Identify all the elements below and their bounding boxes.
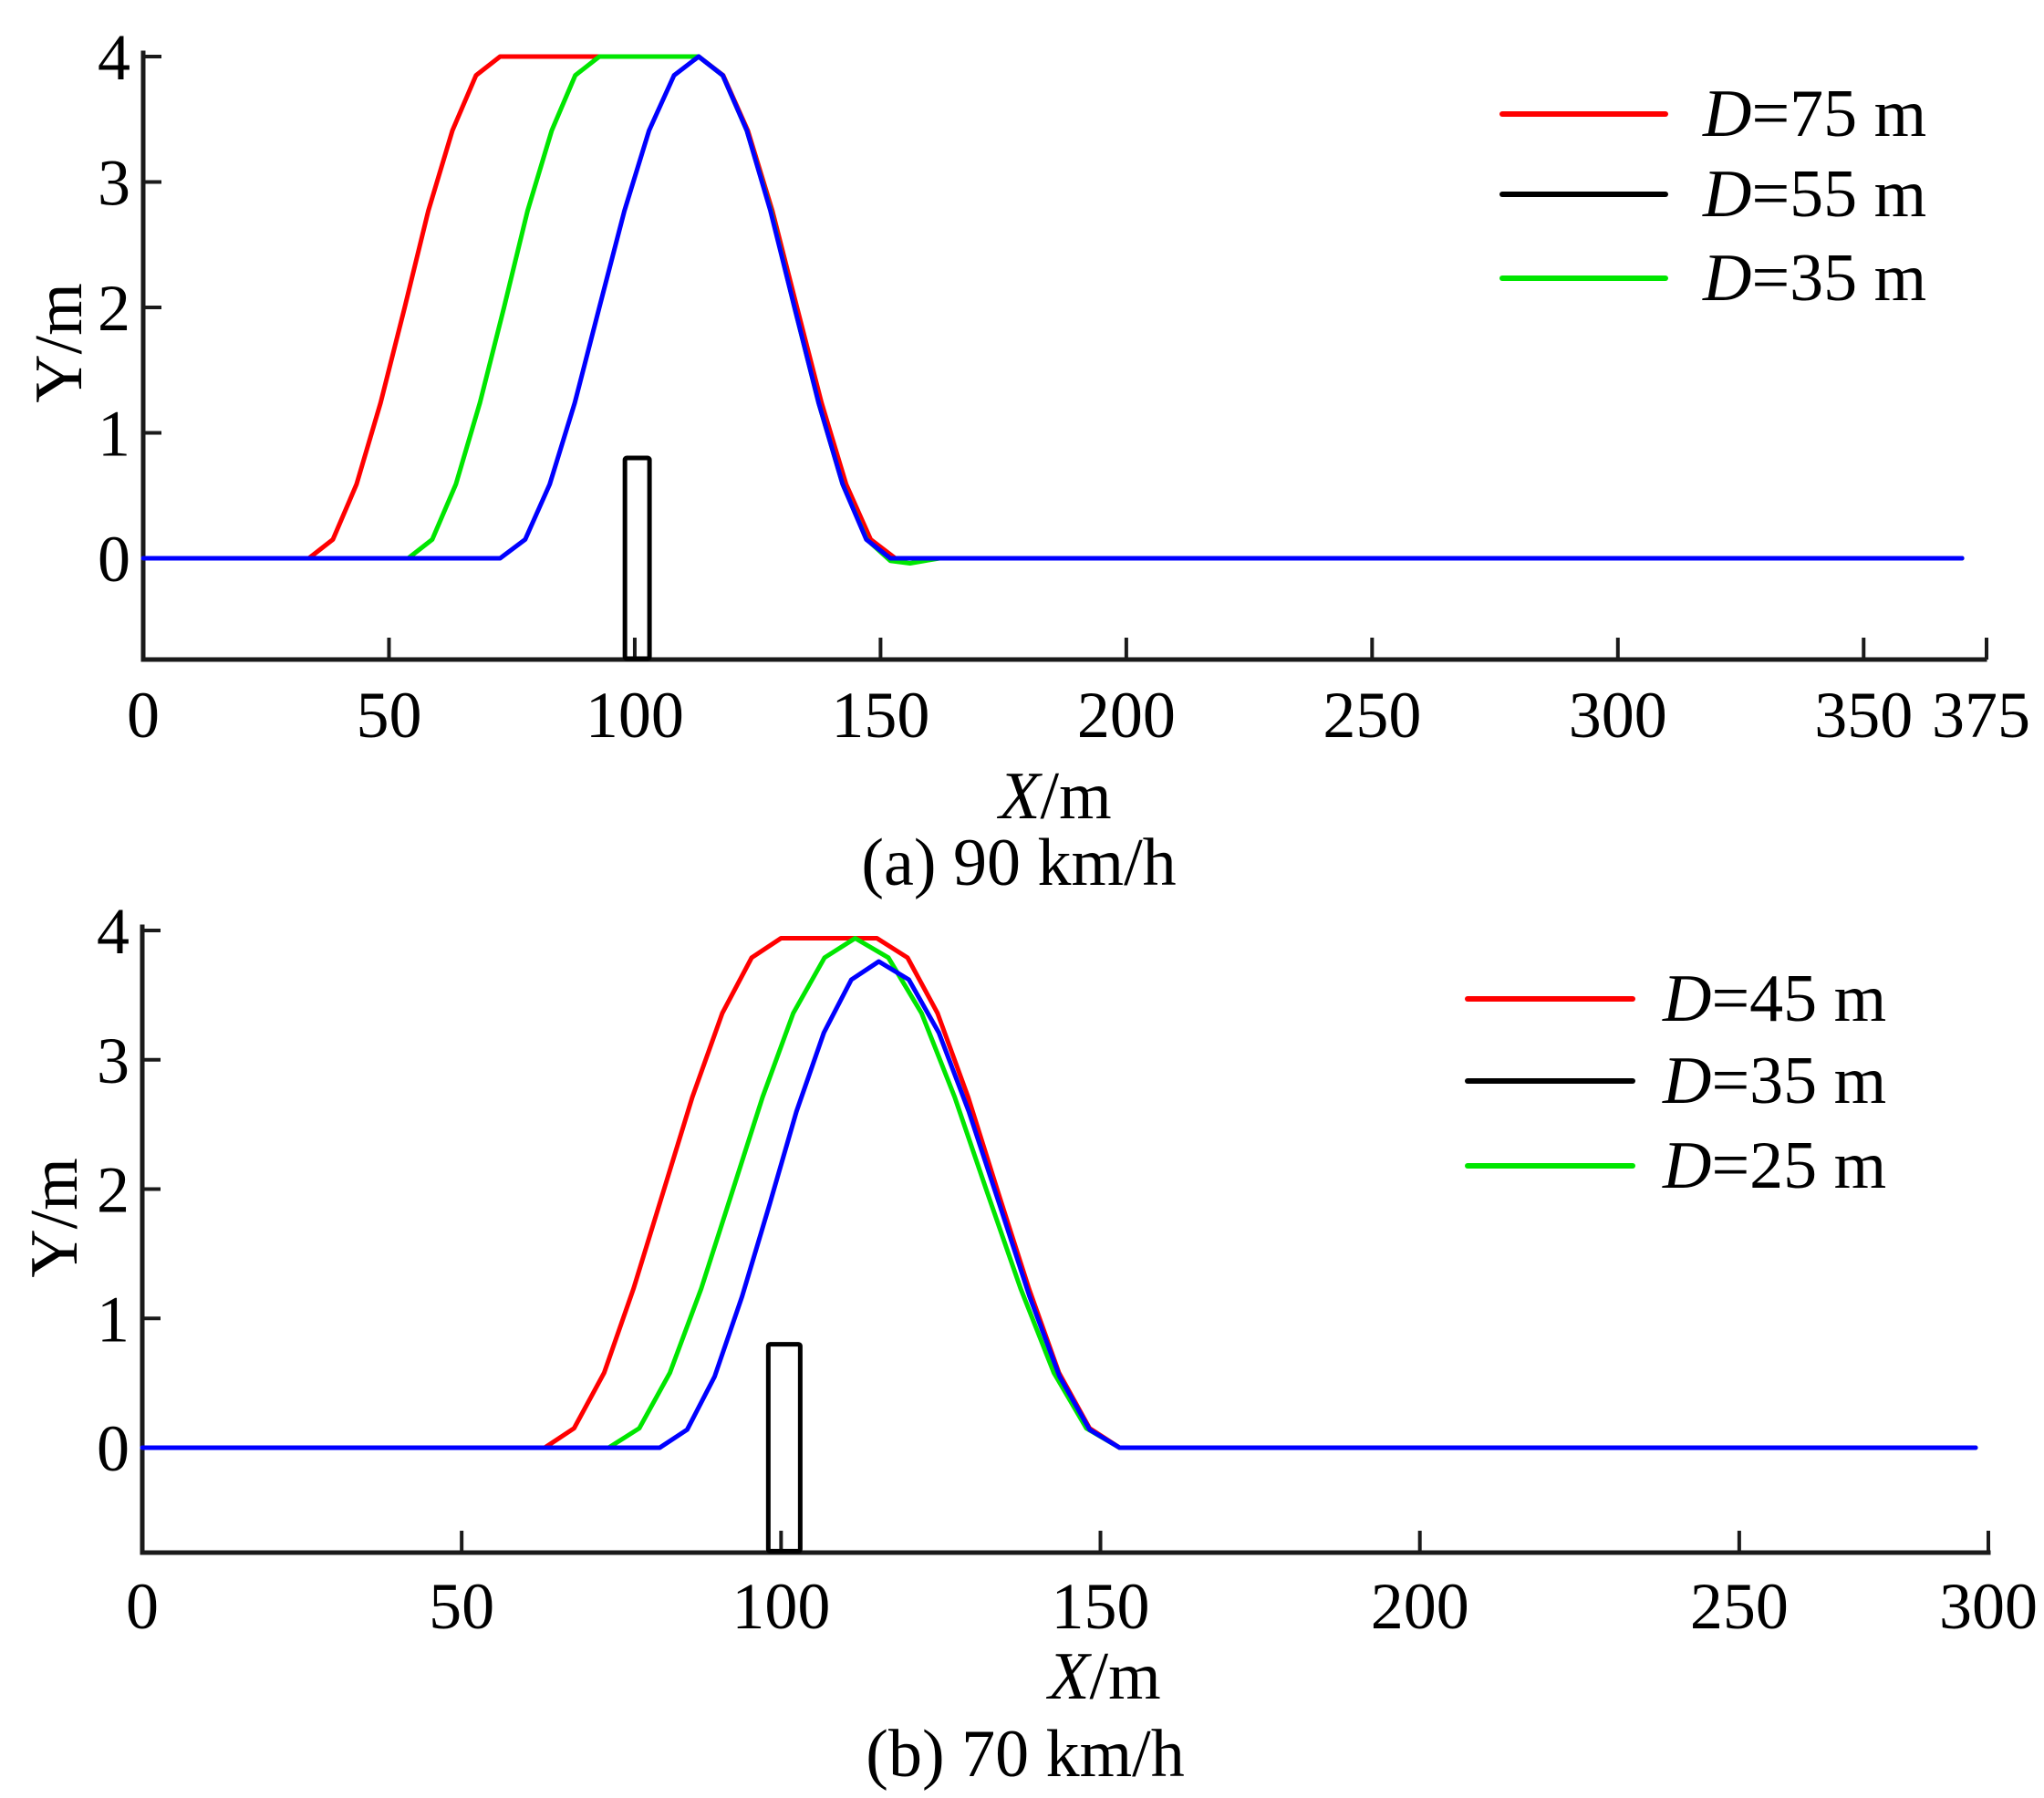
legend-value: =35 m (1751, 241, 1926, 316)
legend-value: =75 m (1751, 77, 1926, 151)
y-axis-title: Y/m (22, 283, 97, 403)
x-axis-title-unit: /m (1041, 759, 1112, 834)
legend-variable: D (1662, 961, 1711, 1036)
x-tick-label: 200 (1077, 679, 1176, 752)
panel-caption: (a) 90 km/h (861, 826, 1176, 900)
legend-item: D=45 m (1465, 961, 1886, 1036)
x-tick-label: 100 (731, 1570, 830, 1643)
x-tick-label: 200 (1371, 1570, 1469, 1643)
x-axis-title: X/m (996, 759, 1111, 834)
legend-item: D=55 m (1499, 157, 1926, 232)
legend-value: =35 m (1711, 1044, 1886, 1118)
series-line-blue (140, 54, 1965, 561)
x-tick-label: 250 (1323, 679, 1421, 752)
x-axis-title-variable: X (1045, 1639, 1092, 1714)
legend-label: D=45 m (1662, 961, 1886, 1036)
x-tick-label: 150 (1052, 1570, 1150, 1643)
legend-item: D=25 m (1465, 1128, 1886, 1203)
y-tick-label: 3 (98, 147, 130, 220)
x-tick-label: 0 (127, 679, 160, 752)
x-axis-title-unit: /m (1090, 1639, 1161, 1714)
series-line-d-75-m (140, 54, 1965, 561)
legend-variable: D (1702, 77, 1751, 151)
x-tick-label: 300 (1569, 679, 1667, 752)
x-tick-label: 350 (1814, 679, 1913, 752)
series-line-d-25-m (140, 936, 1978, 1450)
legend-value: =45 m (1711, 961, 1886, 1036)
legend-variable: D (1702, 157, 1751, 232)
legend-label: D=25 m (1662, 1128, 1886, 1203)
y-tick-label: 4 (98, 21, 130, 94)
legend-label: D=55 m (1702, 157, 1926, 232)
x-axis-title-variable: X (996, 759, 1043, 834)
x-tick-label: 50 (356, 679, 421, 752)
legend-value: =25 m (1711, 1128, 1886, 1203)
x-axis-title: X/m (1045, 1639, 1160, 1714)
x-tick-label: 0 (126, 1570, 159, 1643)
y-tick-label: 0 (98, 523, 130, 596)
legend-variable: D (1662, 1044, 1711, 1118)
legend-item: D=35 m (1499, 241, 1926, 316)
series-line-blue (140, 959, 1978, 1450)
legend-variable: D (1662, 1128, 1711, 1203)
legend-label: D=35 m (1662, 1044, 1886, 1118)
obstacle-rect (765, 1342, 803, 1554)
series-line-d-35-m (140, 54, 1965, 566)
x-tick-label: 100 (586, 679, 684, 752)
y-tick-label: 4 (97, 895, 130, 968)
y-tick-label: 2 (97, 1154, 130, 1227)
y-tick-label: 0 (97, 1412, 130, 1485)
legend-item: D=75 m (1499, 77, 1926, 151)
y-tick-label: 2 (98, 272, 130, 345)
legend-item: D=35 m (1465, 1044, 1886, 1118)
legend-label: D=75 m (1702, 77, 1926, 151)
x-tick-label: 150 (831, 679, 929, 752)
y-tick-label: 3 (97, 1024, 130, 1097)
y-tick-label: 1 (98, 398, 130, 471)
x-tick-label: 250 (1690, 1570, 1789, 1643)
legend-value: =55 m (1751, 157, 1926, 232)
legend-variable: D (1702, 241, 1751, 316)
y-tick-label: 1 (97, 1283, 130, 1356)
panel-caption: (b) 70 km/h (866, 1717, 1184, 1792)
obstacle-rect (622, 455, 652, 661)
x-tick-label: 50 (429, 1570, 494, 1643)
y-axis-title: Y/m (17, 1158, 92, 1278)
legend-label: D=35 m (1702, 241, 1926, 316)
x-tick-label: 375 (1932, 679, 2030, 752)
x-tick-label: 300 (1939, 1570, 2038, 1643)
